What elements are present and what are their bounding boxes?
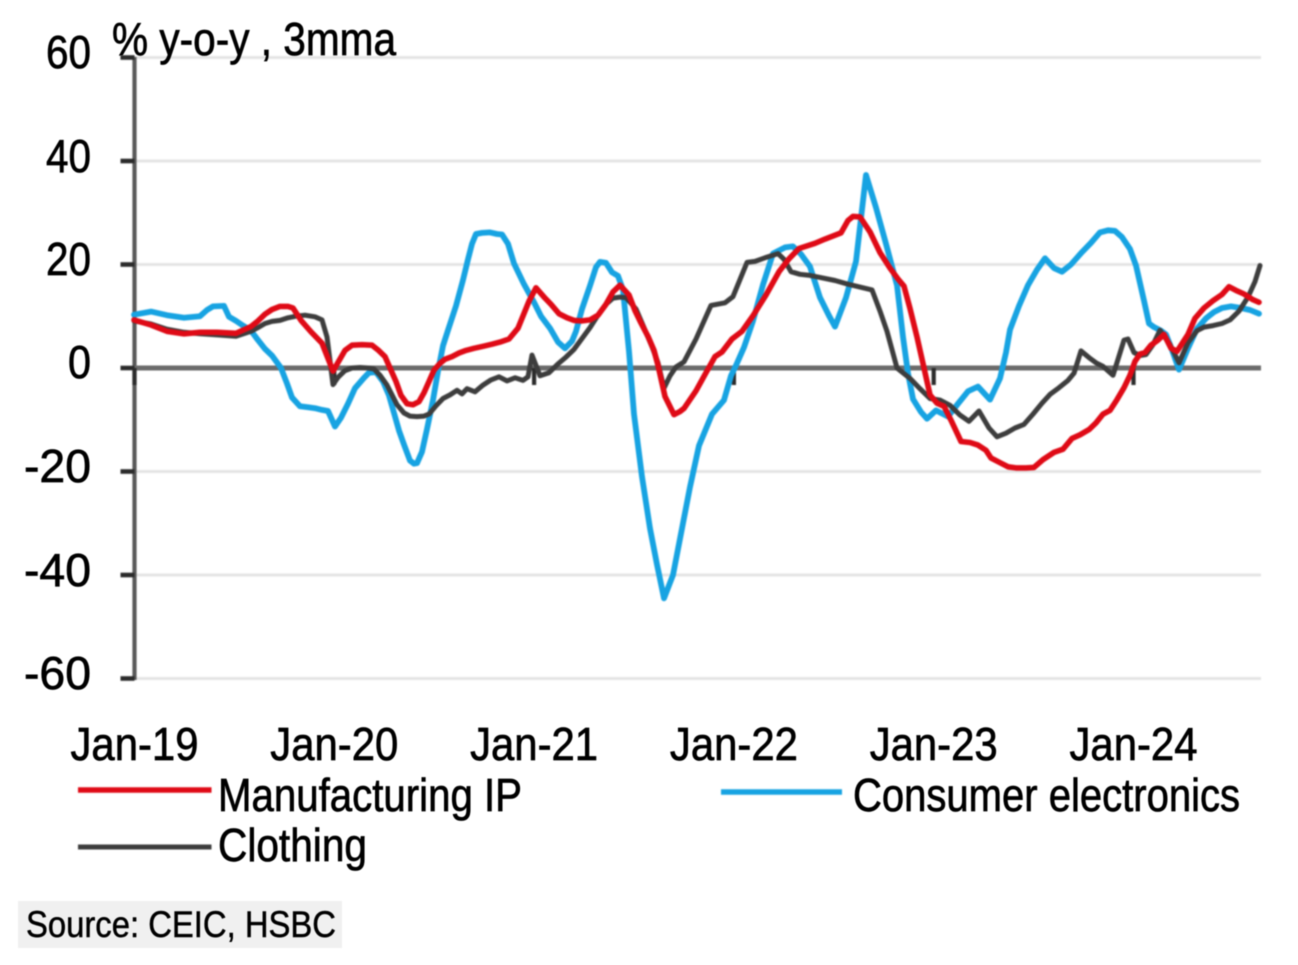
svg-text:Jan-21: Jan-21 [470, 718, 598, 770]
svg-text:Jan-24: Jan-24 [1070, 718, 1198, 770]
svg-text:-60: -60 [24, 647, 91, 699]
svg-text:Jan-23: Jan-23 [870, 718, 998, 770]
svg-text:Consumer electronics: Consumer electronics [853, 769, 1240, 821]
svg-text:60: 60 [46, 26, 91, 78]
svg-text:Source: CEIC, HSBC: Source: CEIC, HSBC [26, 904, 336, 945]
svg-text:% y-o-y , 3mma: % y-o-y , 3mma [112, 13, 396, 65]
svg-text:20: 20 [46, 233, 91, 285]
svg-text:Jan-19: Jan-19 [71, 718, 199, 770]
svg-text:Manufacturing IP: Manufacturing IP [218, 769, 522, 821]
svg-text:-20: -20 [24, 440, 91, 492]
svg-text:Clothing: Clothing [218, 819, 367, 871]
svg-text:0: 0 [68, 336, 91, 388]
svg-text:40: 40 [46, 130, 91, 182]
svg-text:Jan-20: Jan-20 [270, 718, 398, 770]
svg-text:Jan-22: Jan-22 [670, 718, 798, 770]
svg-text:-40: -40 [24, 544, 91, 596]
